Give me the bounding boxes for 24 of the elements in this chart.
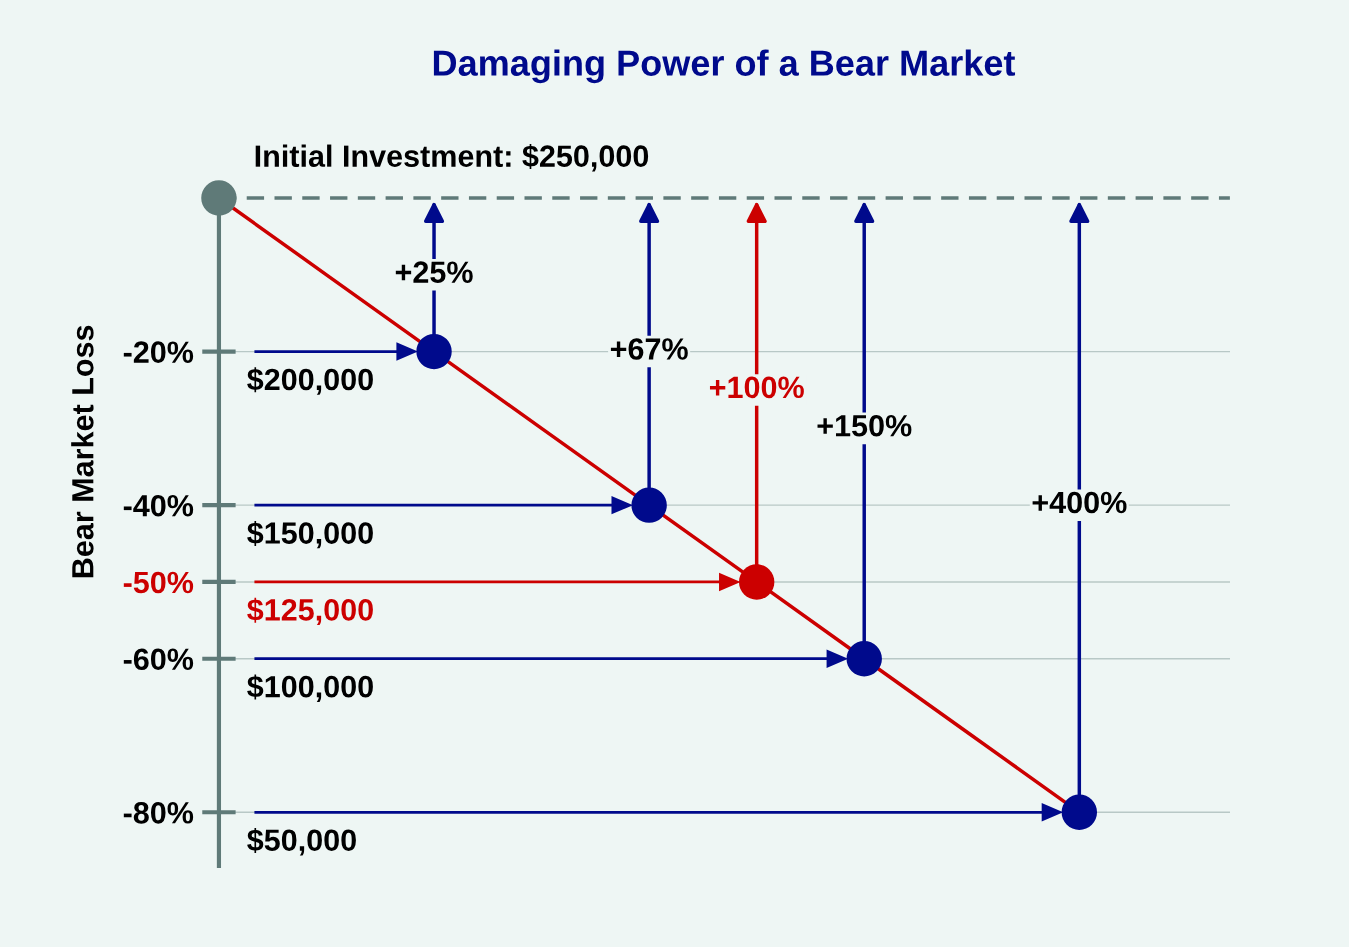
y-tick-label: -60% — [123, 648, 194, 671]
annotation: $150,000 — [247, 520, 373, 549]
text: Initial Investment: $250,000 — [255, 144, 649, 172]
point — [201, 180, 237, 216]
y-axis-title: Bear Market Loss — [71, 325, 94, 578]
y-tick-label: -50% — [123, 571, 194, 594]
annotation: +25% — [395, 261, 473, 283]
annotation: $100,000 — [247, 674, 373, 702]
annotation: +150% — [817, 414, 912, 437]
point — [846, 641, 882, 677]
annotation: $125,000 — [247, 597, 373, 626]
y-tick-label: -20% — [123, 341, 194, 363]
point — [416, 333, 452, 370]
annotation: $50,000 — [247, 828, 356, 856]
annotation: +100% — [709, 376, 804, 399]
annotation: $200,000 — [247, 367, 373, 395]
annotation: +400% — [1032, 491, 1127, 514]
y-tick-label: -40% — [123, 494, 194, 517]
point — [738, 564, 775, 600]
y-tick-label: -80% — [123, 802, 194, 824]
point — [631, 487, 667, 523]
annotation: +67% — [610, 338, 688, 360]
point — [1061, 794, 1098, 830]
chart-title: Damaging Power of a Bear Market — [433, 49, 1016, 84]
